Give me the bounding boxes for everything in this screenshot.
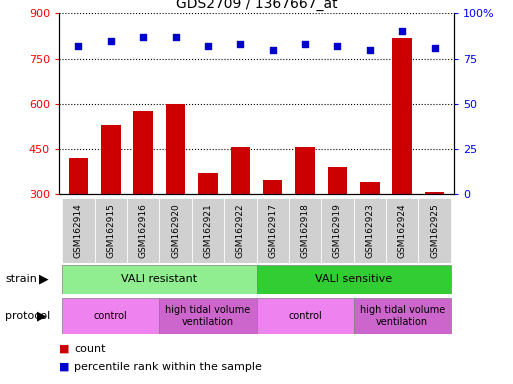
Text: GSM162917: GSM162917 [268, 203, 277, 258]
Point [301, 41, 309, 47]
Bar [127, 198, 160, 263]
Text: ■: ■ [59, 344, 69, 354]
Text: ▶: ▶ [39, 273, 48, 286]
Bar [353, 198, 386, 263]
Text: VALI sensitive: VALI sensitive [315, 274, 392, 285]
Text: GSM162922: GSM162922 [236, 203, 245, 258]
Text: GSM162921: GSM162921 [204, 203, 212, 258]
Bar [256, 265, 451, 294]
Point [366, 46, 374, 53]
Bar [295, 147, 315, 284]
Bar [198, 173, 218, 284]
Bar [94, 198, 127, 263]
Text: control: control [288, 311, 322, 321]
Point [204, 43, 212, 49]
Bar [360, 182, 380, 284]
Point [74, 43, 83, 49]
Bar [160, 298, 256, 334]
Bar [192, 198, 224, 263]
Bar [321, 198, 353, 263]
Bar [392, 38, 412, 284]
Text: GSM162915: GSM162915 [106, 203, 115, 258]
Text: GSM162916: GSM162916 [139, 203, 148, 258]
Text: VALI resistant: VALI resistant [121, 274, 198, 285]
Bar [328, 167, 347, 284]
Point [171, 34, 180, 40]
Bar [231, 147, 250, 284]
Bar [62, 198, 94, 263]
Text: control: control [94, 311, 128, 321]
Bar [256, 198, 289, 263]
Text: percentile rank within the sample: percentile rank within the sample [74, 362, 262, 372]
Bar [289, 198, 321, 263]
Bar [62, 265, 256, 294]
Text: high tidal volume
ventilation: high tidal volume ventilation [165, 305, 250, 327]
Bar [101, 125, 121, 284]
Point [107, 38, 115, 44]
Bar [160, 198, 192, 263]
Text: GSM162924: GSM162924 [398, 203, 407, 258]
Bar [353, 298, 451, 334]
Text: count: count [74, 344, 106, 354]
Text: GSM162920: GSM162920 [171, 203, 180, 258]
Text: GSM162914: GSM162914 [74, 203, 83, 258]
Point [139, 34, 147, 40]
Text: GSM162925: GSM162925 [430, 203, 439, 258]
Text: GSM162918: GSM162918 [301, 203, 309, 258]
Bar [69, 158, 88, 284]
Text: strain: strain [5, 274, 37, 285]
Bar [386, 198, 419, 263]
Text: GSM162919: GSM162919 [333, 203, 342, 258]
Text: protocol: protocol [5, 311, 50, 321]
Point [333, 43, 342, 49]
Point [430, 45, 439, 51]
Bar [224, 198, 256, 263]
Title: GDS2709 / 1367667_at: GDS2709 / 1367667_at [175, 0, 338, 11]
Bar [419, 198, 451, 263]
Text: GSM162923: GSM162923 [365, 203, 374, 258]
Bar [425, 192, 444, 284]
Text: high tidal volume
ventilation: high tidal volume ventilation [360, 305, 445, 327]
Text: ■: ■ [59, 362, 69, 372]
Bar [263, 180, 282, 284]
Bar [133, 111, 153, 284]
Bar [256, 298, 353, 334]
Bar [166, 104, 185, 284]
Text: ▶: ▶ [37, 310, 47, 322]
Bar [62, 298, 160, 334]
Point [269, 46, 277, 53]
Point [236, 41, 244, 47]
Point [398, 28, 406, 35]
